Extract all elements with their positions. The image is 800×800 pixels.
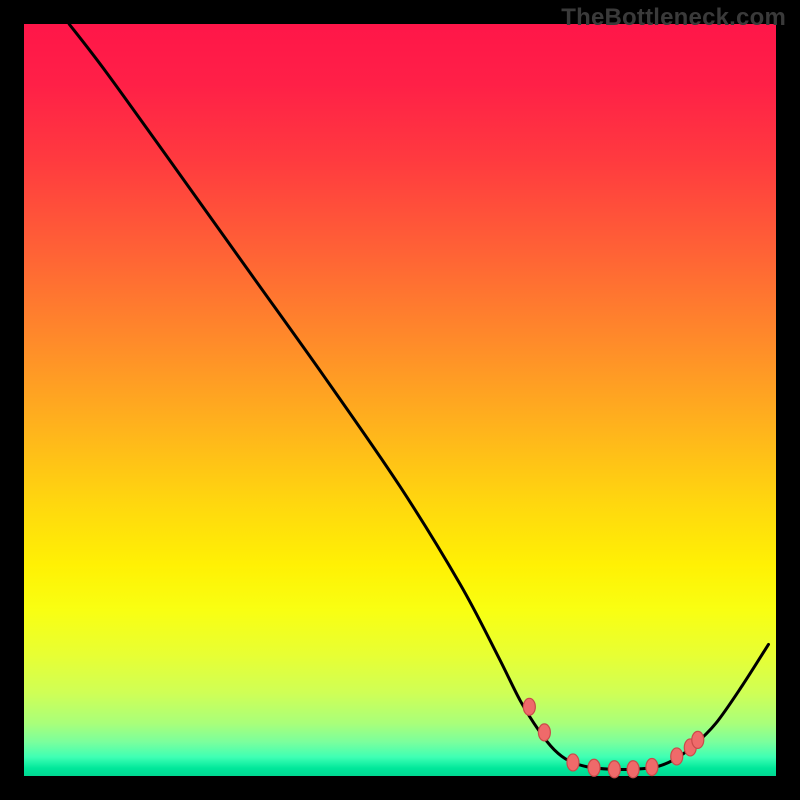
plot-area	[24, 24, 776, 776]
marker-dot	[567, 754, 579, 771]
marker-dot	[692, 731, 704, 748]
marker-dot	[588, 759, 600, 776]
marker-dot	[608, 761, 620, 778]
chart-container: TheBottleneck.com	[0, 0, 800, 800]
watermark-label: TheBottleneck.com	[561, 4, 786, 32]
marker-dot	[523, 698, 535, 715]
bottleneck-chart	[0, 0, 800, 800]
marker-dot	[627, 761, 639, 778]
marker-dot	[646, 758, 658, 775]
marker-dot	[671, 748, 683, 765]
marker-dot	[538, 724, 550, 741]
